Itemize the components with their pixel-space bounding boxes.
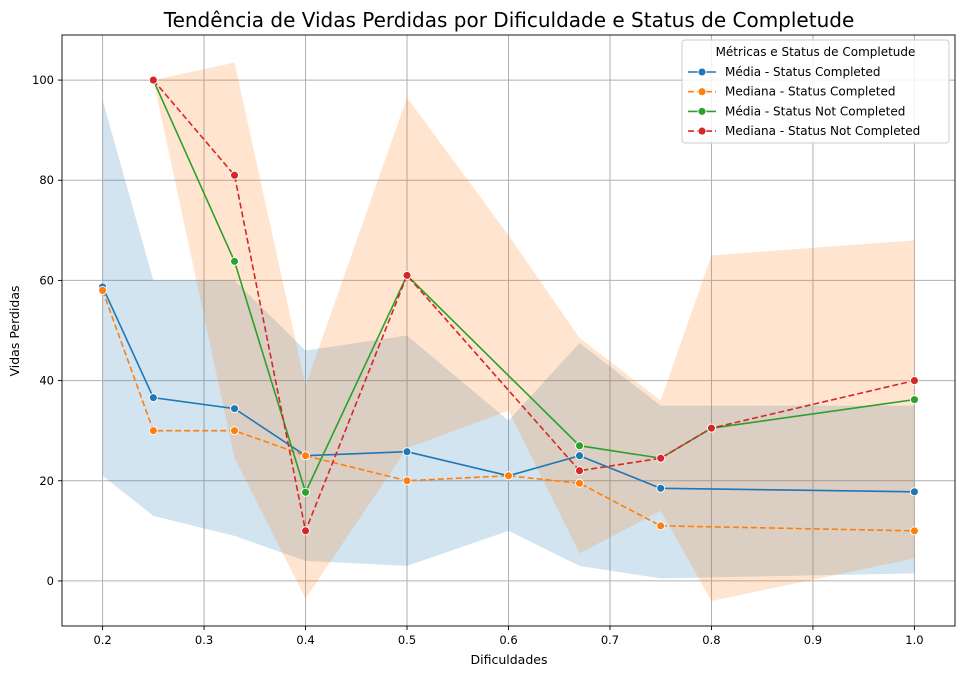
data-point [148,393,158,403]
data-point [230,256,239,266]
y-tick-label: 0 [47,574,54,588]
data-point [301,487,310,497]
legend-label: Média - Status Completed [725,65,881,79]
x-tick-label: 0.7 [601,633,619,647]
y-tick-label: 60 [39,273,54,287]
legend-marker [697,67,707,77]
data-point [575,441,584,451]
chart-title: Tendência de Vidas Perdidas por Dificuld… [163,8,855,32]
legend-label: Mediana - Status Not Completed [725,124,920,138]
x-tick-label: 1.0 [905,633,923,647]
data-point [707,423,716,433]
legend-label: Mediana - Status Completed [725,85,895,99]
data-point [575,466,584,476]
x-tick-label: 0.3 [195,633,213,647]
data-point [656,453,666,463]
legend: Métricas e Status de Completude Média - … [681,39,950,144]
x-tick-label: 0.5 [398,633,416,647]
legend-marker [697,87,707,97]
legend-marker [697,126,707,136]
legend-label: Média - Status Not Completed [725,104,905,118]
series-line-3 [152,79,915,534]
x-axis-label: Dificuldades [471,652,548,667]
data-point [909,526,919,536]
x-tick-label: 0.4 [296,633,314,647]
data-point [575,451,584,461]
legend-box [681,39,950,144]
axis-ticks: 0.2 0.3 0.4 0.5 0.6 0.7 0.8 0.9 1.0 0 20 40 60 80 100 [32,73,924,647]
data-point [909,487,919,497]
legend-marker [697,106,707,116]
y-tick-label: 80 [39,173,54,187]
x-tick-label: 0.6 [499,633,517,647]
data-point [230,426,239,436]
data-point [230,170,239,180]
data-point [301,451,310,461]
data-point [575,478,584,488]
y-tick-label: 20 [39,474,54,488]
data-point [301,526,310,536]
data-point [656,521,666,531]
y-tick-label: 100 [32,73,54,87]
data-point [909,395,919,405]
data-point [504,471,513,481]
y-axis-label: Vidas Perdidas [7,285,22,376]
data-point [148,426,158,436]
x-tick-label: 0.8 [702,633,720,647]
x-tick-label: 0.2 [93,633,111,647]
legend-title: Métricas e Status de Completude [716,45,916,59]
data-point [656,483,666,493]
data-point [230,404,239,414]
confidence-band-not-completed [153,62,915,601]
data-point [402,447,412,457]
data-point [402,270,412,280]
data-point [909,376,919,386]
data-point [402,476,412,486]
data-point [98,285,108,295]
y-tick-label: 40 [39,374,54,388]
x-tick-label: 0.9 [804,633,822,647]
series-lines [98,75,919,536]
data-point [148,75,158,85]
